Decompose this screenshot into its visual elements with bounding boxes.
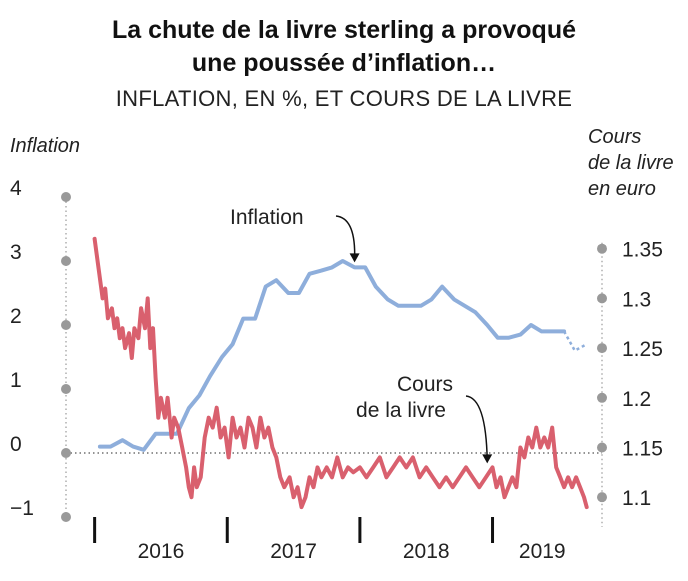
right-tick-label: 1.15 (622, 437, 663, 460)
left-tick-label: 0 (10, 433, 22, 456)
right-tick-label: 1.25 (622, 338, 663, 361)
left-tick-dot (61, 448, 71, 458)
inflation-annotation-arrowhead (349, 253, 360, 263)
left-axis-title: Inflation (10, 135, 80, 157)
chart-title-line-2: une poussée d’inflation… (192, 49, 496, 77)
inflation-annotation-arrow (335, 215, 356, 260)
pound-line (92, 236, 589, 510)
year-label: 2018 (403, 540, 450, 563)
year-label: 2016 (138, 540, 185, 563)
pound-annotation-line-2: de la livre (356, 399, 446, 422)
right-axis-title-line-1: Cours (588, 126, 641, 148)
left-tick-dot (61, 384, 71, 394)
chart-subtitle: INFLATION, EN %, ET COURS DE LA LIVRE (116, 86, 573, 111)
annotations: Inflation Cours de la livre (230, 206, 493, 464)
right-tick-dot (597, 243, 607, 254)
pound-annotation-arrow (465, 395, 488, 461)
left-tick-label: 1 (10, 369, 22, 392)
right-tick-dot (597, 343, 607, 354)
right-tick-label: 1.35 (622, 239, 663, 262)
right-tick-dot (597, 293, 607, 304)
right-tick-label: 1.1 (622, 487, 651, 510)
inflation-line (97, 259, 567, 452)
year-label: 2017 (270, 540, 317, 563)
right-tick-dot (597, 492, 607, 503)
left-tick-label: 4 (10, 177, 22, 200)
left-tick-dot (61, 320, 71, 330)
right-axis-title-line-3: en euro (588, 178, 656, 200)
pound-annotation-line-1: Cours (397, 373, 453, 396)
right-axis-title-line-2: de la livre (588, 152, 674, 174)
inflation-annotation: Inflation (230, 206, 304, 229)
axes: −1 0 1 2 3 4 1.1 1.15 1.2 1.25 1.3 1.35 2016 2017 2018… (10, 177, 663, 563)
right-tick-dot (597, 392, 607, 403)
inflation-forecast-line (563, 330, 588, 353)
left-tick-label: −1 (10, 497, 34, 520)
left-tick-dot (61, 256, 71, 266)
pound-annotation-arrowhead (482, 454, 493, 464)
left-tick-label: 2 (10, 305, 22, 328)
right-tick-label: 1.2 (622, 388, 651, 411)
left-tick-label: 3 (10, 241, 22, 264)
right-tick-dot (597, 442, 607, 453)
chart-title-line-1: La chute de la livre sterling a provoqué (112, 16, 576, 44)
right-tick-label: 1.3 (622, 288, 651, 311)
series-lines (92, 236, 589, 510)
year-label: 2019 (519, 540, 566, 563)
left-tick-dot (61, 192, 71, 202)
left-tick-dot (61, 512, 71, 522)
